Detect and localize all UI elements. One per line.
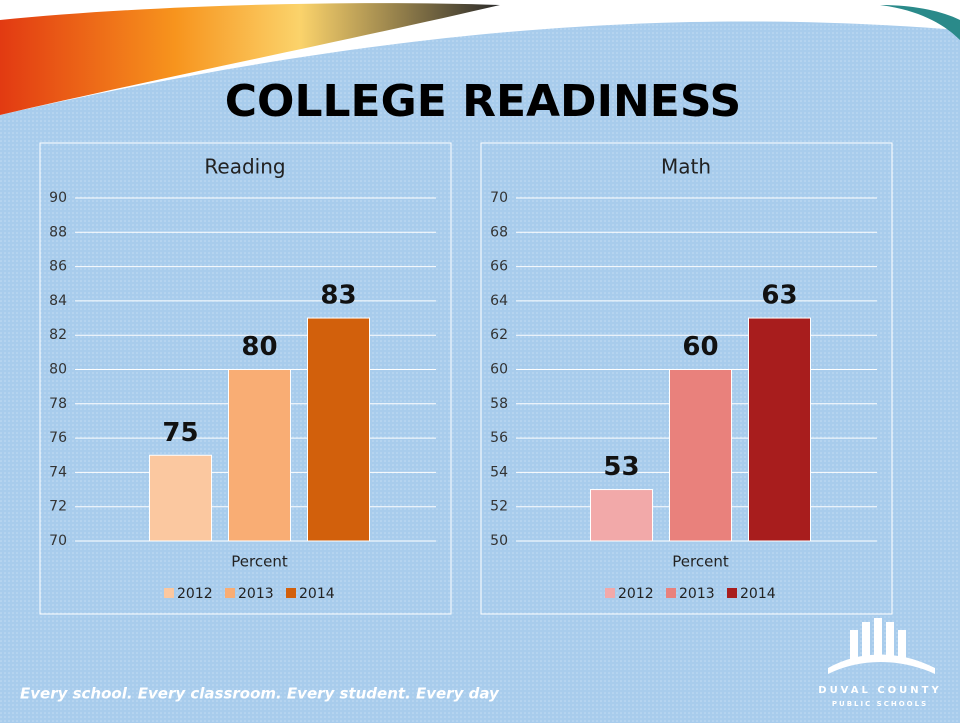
footer: Every school. Every classroom. Every stu… [20,685,500,703]
y-tick-label: 88 [49,224,67,240]
bar [228,369,291,542]
y-tick-label: 54 [490,464,508,480]
y-tick-label: 80 [49,362,67,378]
data-label: 53 [603,452,639,482]
data-label: 63 [761,281,797,311]
x-tick-label: Percent [672,553,729,571]
slide-title: COLLEGE READINESS [225,76,741,127]
y-tick-label: 56 [490,430,508,446]
bar [307,317,370,542]
bar [748,317,811,542]
legend-label: 2014 [299,586,335,602]
legend-label: 2012 [177,586,213,602]
legend-swatch [225,588,235,598]
chart-frame [39,142,452,615]
logo [828,618,935,674]
legend-label: 2014 [740,586,776,602]
data-label: 80 [241,332,277,362]
legend-label: 2013 [238,586,274,602]
swoosh [0,3,500,115]
y-tick-label: 82 [49,327,67,343]
y-tick-label: 72 [49,499,67,515]
chart-title: Math [661,155,711,179]
y-tick-label: 84 [49,293,67,309]
y-tick-label: 68 [490,224,508,240]
data-label: 60 [682,332,718,362]
bar [669,369,732,542]
logo-line1: DUVAL COUNTY [818,685,941,696]
bar [590,489,653,542]
legend-swatch [286,588,296,598]
logo-line2: PUBLIC SCHOOLS [832,700,928,708]
y-tick-label: 50 [490,533,508,549]
chart-frame [480,142,893,615]
y-tick-label: 76 [49,430,67,446]
legend-swatch [666,588,676,598]
y-tick-label: 60 [490,362,508,378]
legend-swatch [164,588,174,598]
bar [149,454,212,542]
y-tick-label: 52 [490,499,508,515]
y-tick-label: 62 [490,327,508,343]
y-tick-label: 74 [49,464,67,480]
y-tick-label: 64 [490,293,508,309]
y-tick-label: 70 [490,190,508,206]
data-label: 83 [320,281,356,311]
legend-label: 2012 [618,586,654,602]
y-tick-label: 90 [49,190,67,206]
legend-swatch [727,588,737,598]
y-tick-label: 78 [49,396,67,412]
chart-title: Reading [204,155,285,179]
y-tick-label: 66 [490,259,508,275]
y-tick-label: 86 [49,259,67,275]
y-tick-label: 58 [490,396,508,412]
swoosh-right [880,5,960,40]
legend-swatch [605,588,615,598]
data-label: 75 [162,418,198,448]
y-tick-label: 70 [49,533,67,549]
legend-label: 2013 [679,586,715,602]
x-tick-label: Percent [231,553,288,571]
